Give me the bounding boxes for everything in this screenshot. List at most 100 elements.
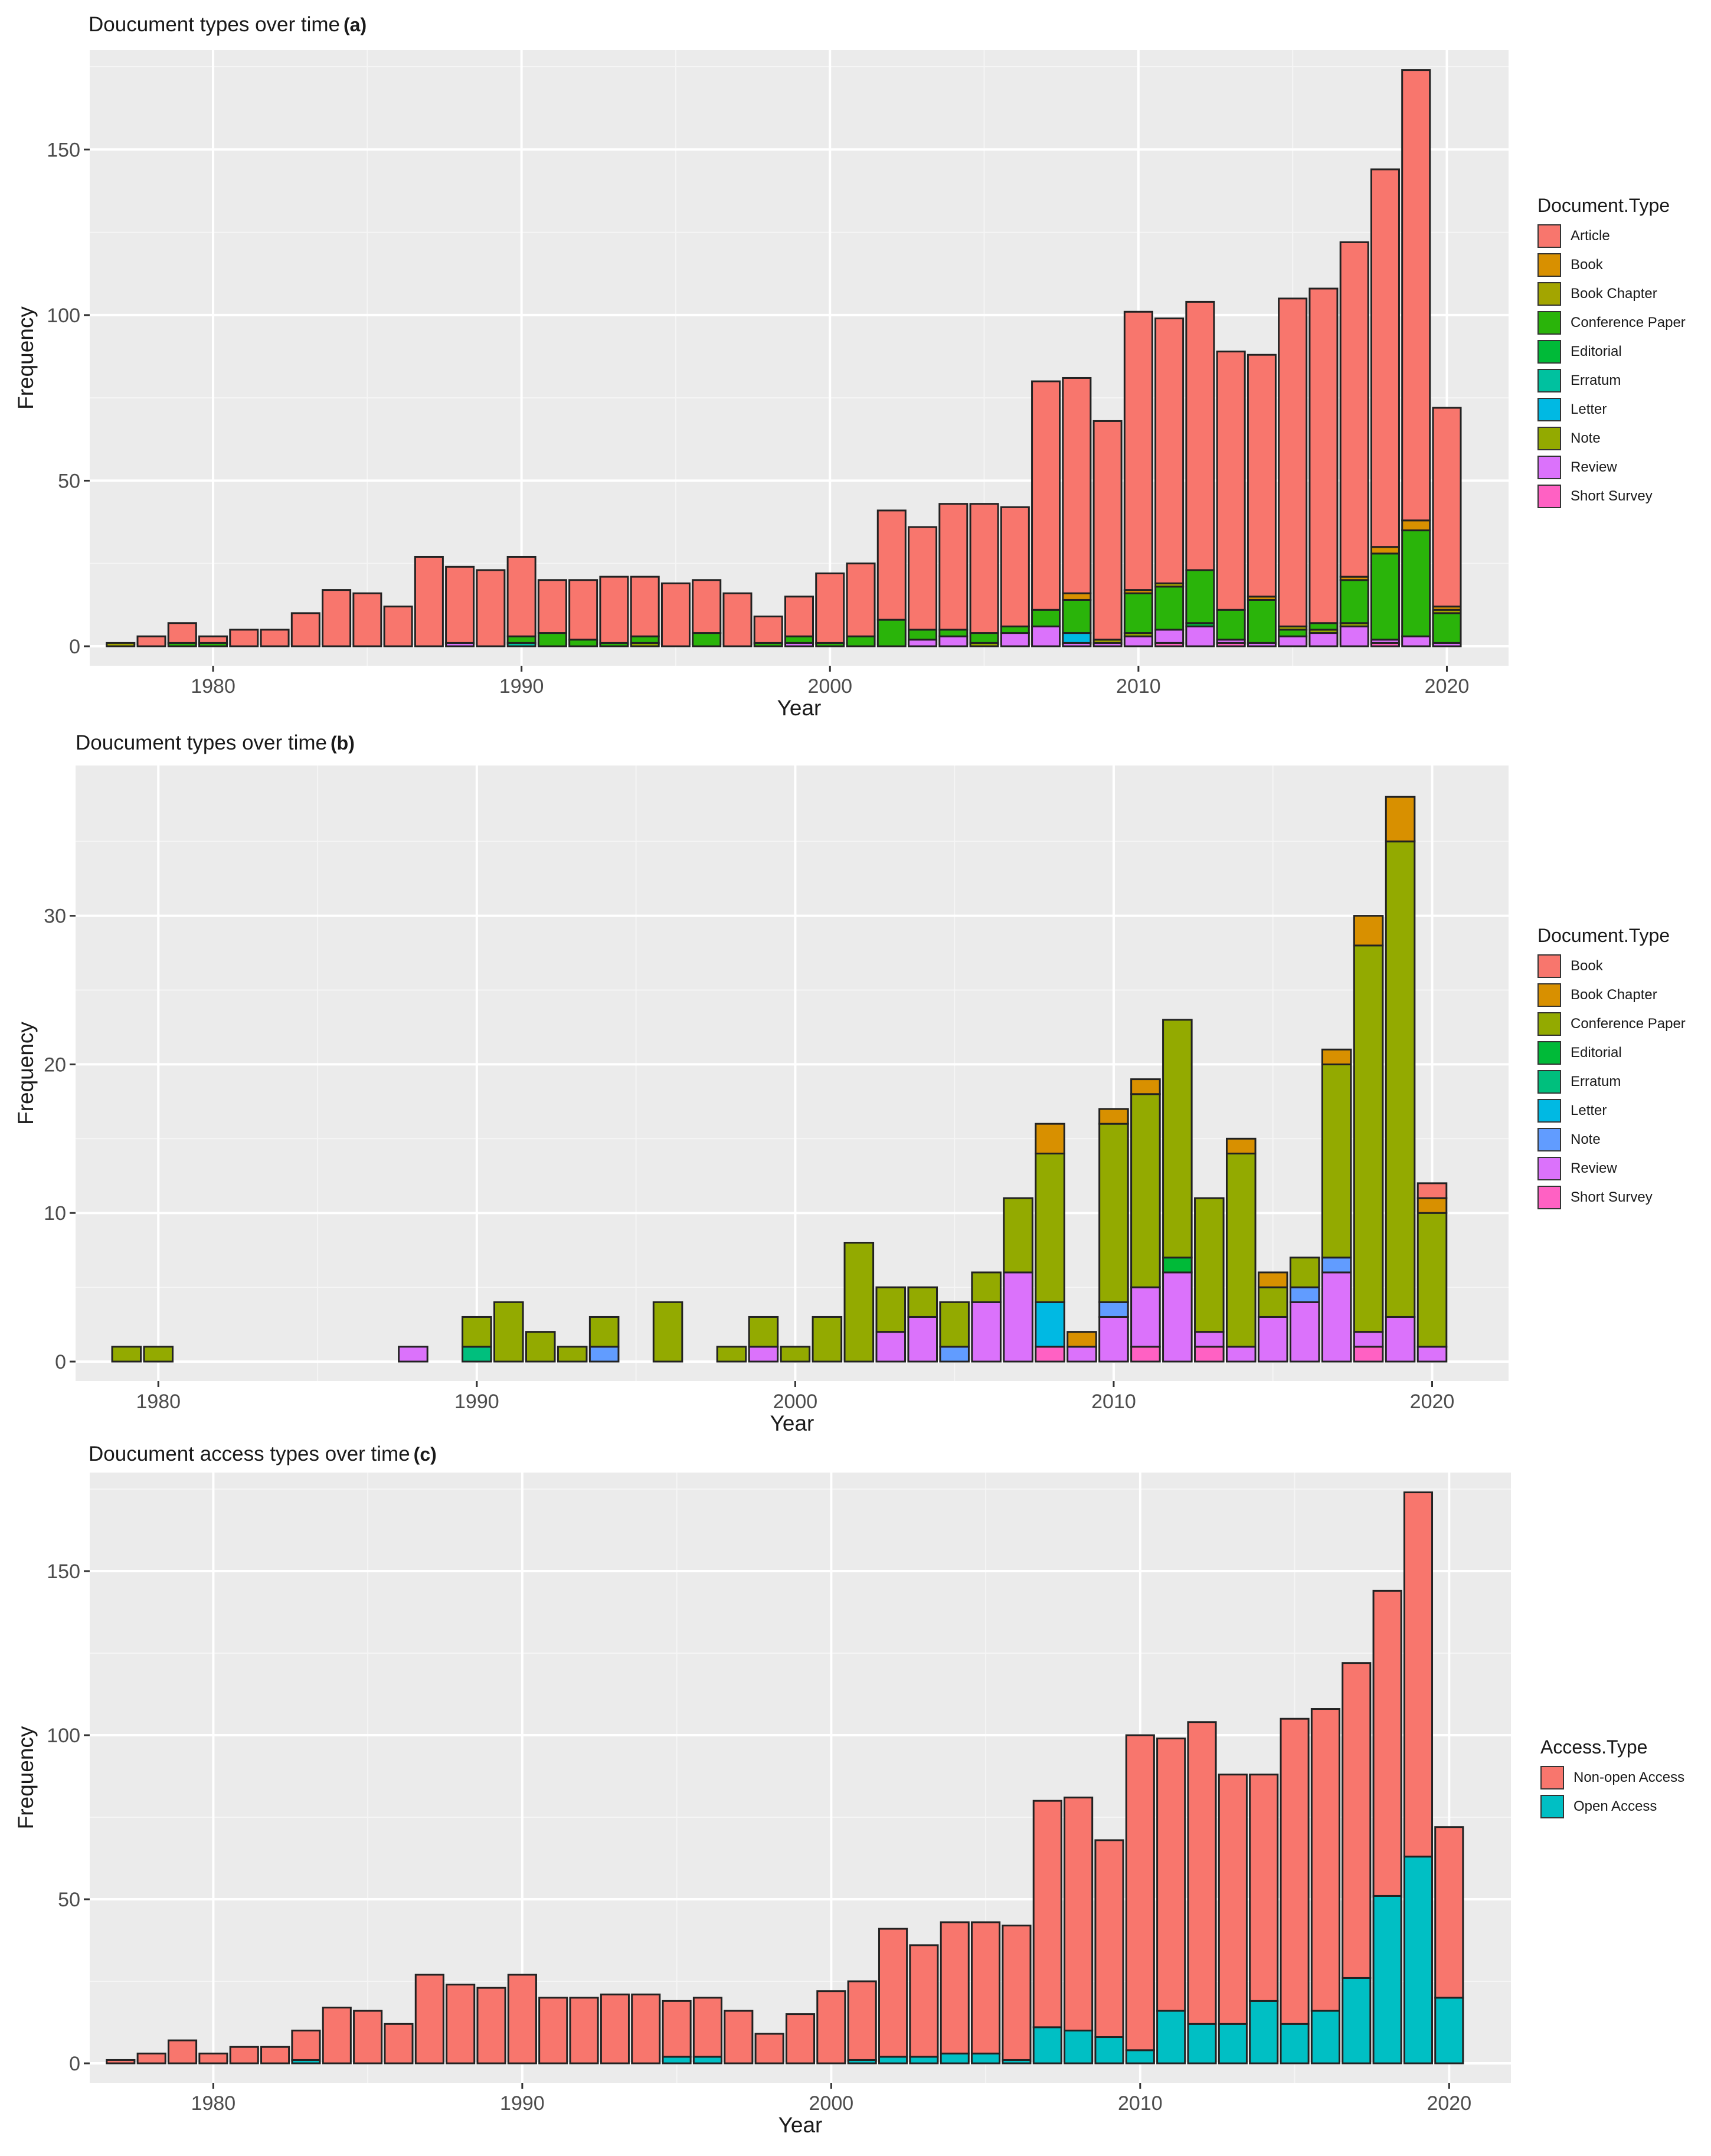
y-tick-label-a: 50 bbox=[58, 470, 80, 492]
bar-a-1991-article bbox=[537, 579, 567, 634]
bar-b-2011-short-survey bbox=[1130, 1346, 1161, 1363]
bar-a-2013-article bbox=[1216, 351, 1246, 611]
legend-item-b-book-chapter: Book Chapter bbox=[1537, 980, 1686, 1009]
bar-b-2011-book-chapter bbox=[1130, 1078, 1161, 1095]
bar-c-2003-open-access bbox=[909, 2056, 939, 2065]
x-tick-label-a: 2010 bbox=[1116, 675, 1161, 698]
bar-a-2000-article bbox=[815, 572, 845, 644]
bar-a-2014-article bbox=[1247, 354, 1277, 598]
x-tick-label-b: 2000 bbox=[773, 1391, 818, 1413]
bar-c-2014-non-open-access bbox=[1249, 1774, 1279, 2002]
bar-a-1981-article bbox=[229, 629, 259, 647]
legend-item-b-note: Note bbox=[1537, 1125, 1686, 1154]
bar-b-2001-conference-paper bbox=[812, 1316, 843, 1363]
y-tick-label-b: 20 bbox=[44, 1054, 66, 1076]
legend-item-c-non-open-access: Non-open Access bbox=[1540, 1763, 1684, 1792]
bar-b-1996-conference-paper bbox=[652, 1301, 683, 1363]
bar-a-1977-book-chapter bbox=[106, 642, 136, 647]
bar-c-2007-non-open-access bbox=[1032, 1800, 1062, 2029]
bar-b-2014-review bbox=[1225, 1346, 1257, 1363]
legend-label-book: Book bbox=[1571, 256, 1603, 273]
bar-b-1990-conference-paper bbox=[462, 1316, 492, 1348]
bar-c-1996-non-open-access bbox=[692, 1997, 723, 2058]
legend-label-review: Review bbox=[1571, 459, 1617, 475]
legend-label-short-survey: Short Survey bbox=[1571, 1189, 1653, 1205]
bar-c-2001-non-open-access bbox=[847, 1980, 877, 2061]
bar-b-1991-conference-paper bbox=[493, 1301, 524, 1363]
bar-c-1982-non-open-access bbox=[260, 2046, 290, 2065]
legend-item-a-note: Note bbox=[1537, 424, 1686, 453]
legend-label-book: Book bbox=[1571, 957, 1603, 974]
bar-a-2008-conference-paper bbox=[1062, 598, 1092, 634]
bar-c-2015-non-open-access bbox=[1280, 1717, 1310, 2025]
legend-swatch-conference-paper bbox=[1537, 1012, 1561, 1036]
legend-swatch-short-survey bbox=[1537, 484, 1561, 508]
bar-b-2007-conference-paper bbox=[1003, 1197, 1033, 1274]
bar-b-2010-book-chapter bbox=[1098, 1108, 1129, 1125]
x-tick-label-c: 2020 bbox=[1427, 2092, 1471, 2115]
bar-b-2003-conference-paper bbox=[875, 1286, 907, 1333]
bar-chart-c: 0 50 100 150 1980 1990 2000 2010 2020 Year Frequen… bbox=[14, 1473, 1511, 2137]
bar-a-1992-article bbox=[568, 579, 598, 641]
legend-swatch-note bbox=[1537, 1127, 1561, 1151]
bar-a-2019-conference-paper bbox=[1401, 529, 1431, 637]
bar-c-1984-non-open-access bbox=[322, 2006, 352, 2065]
bar-b-2000-conference-paper bbox=[780, 1346, 811, 1363]
bar-c-2019-open-access bbox=[1403, 1856, 1434, 2065]
bar-c-1988-non-open-access bbox=[446, 1984, 476, 2065]
legend-item-b-conference-paper: Conference Paper bbox=[1537, 1009, 1686, 1038]
legend-label-letter: Letter bbox=[1571, 1102, 1607, 1118]
legend-label-article: Article bbox=[1571, 227, 1610, 244]
bar-b-2014-conference-paper bbox=[1225, 1152, 1257, 1348]
legend-label-open-access: Open Access bbox=[1573, 1798, 1657, 1814]
bar-a-2003-conference-paper bbox=[908, 629, 938, 641]
bar-b-2017-conference-paper bbox=[1321, 1063, 1352, 1259]
x-tick-label-b: 1980 bbox=[136, 1391, 181, 1413]
bar-a-1999-conference-paper bbox=[784, 635, 814, 644]
panel-tag-a: (a) bbox=[343, 14, 367, 35]
bar-a-2011-conference-paper bbox=[1154, 585, 1185, 631]
legend-swatch-book-chapter bbox=[1537, 282, 1561, 306]
bar-a-2019-article bbox=[1401, 69, 1431, 522]
legend-items-b: Book Book Chapter Conference Paper Editoria… bbox=[1537, 951, 1686, 1212]
bar-b-1998-conference-paper bbox=[716, 1346, 747, 1363]
bar-c-1979-non-open-access bbox=[167, 2039, 198, 2065]
x-tick-label-c: 1990 bbox=[500, 2092, 545, 2115]
bar-b-2012-conference-paper bbox=[1162, 1019, 1193, 1259]
bar-c-1991-non-open-access bbox=[538, 1997, 568, 2065]
y-axis-label-c: Frequency bbox=[14, 1726, 38, 1829]
bar-a-2016-conference-paper bbox=[1308, 622, 1339, 631]
bar-c-2020-non-open-access bbox=[1434, 1826, 1464, 1999]
bar-c-2015-open-access bbox=[1280, 2023, 1310, 2065]
legend-swatch-review bbox=[1537, 455, 1561, 479]
bar-b-2016-note bbox=[1289, 1286, 1320, 1303]
bar-b-2011-conference-paper bbox=[1130, 1093, 1161, 1288]
bar-b-2018-book-chapter bbox=[1353, 915, 1384, 947]
y-tick-label-a: 100 bbox=[47, 305, 80, 327]
bar-b-2006-conference-paper bbox=[971, 1271, 1002, 1303]
bar-a-2019-book bbox=[1401, 519, 1431, 532]
bar-a-2017-conference-paper bbox=[1339, 579, 1369, 624]
bar-b-1993-conference-paper bbox=[557, 1346, 588, 1363]
bar-a-2008-article bbox=[1062, 377, 1092, 594]
bar-b-2015-conference-paper bbox=[1257, 1286, 1288, 1318]
bar-b-2010-conference-paper bbox=[1098, 1123, 1129, 1303]
bar-a-1994-article bbox=[630, 575, 660, 637]
bar-c-2007-open-access bbox=[1032, 2026, 1062, 2065]
bar-a-2016-article bbox=[1308, 287, 1339, 624]
bar-c-2010-open-access bbox=[1125, 2049, 1155, 2065]
bar-a-2014-conference-paper bbox=[1247, 598, 1277, 644]
bar-a-1997-article bbox=[722, 592, 753, 647]
bar-a-2002-article bbox=[876, 509, 907, 621]
bar-a-2007-conference-paper bbox=[1031, 608, 1061, 627]
legend-label-conference-paper: Conference Paper bbox=[1571, 1015, 1686, 1032]
bar-a-2015-article bbox=[1278, 297, 1308, 627]
bar-b-2007-review bbox=[1003, 1271, 1033, 1363]
legend-swatch-open-access bbox=[1540, 1794, 1564, 1818]
bar-a-2017-article bbox=[1339, 241, 1369, 578]
bar-a-2010-conference-paper bbox=[1123, 592, 1153, 634]
legend-swatch-erratum bbox=[1537, 368, 1561, 392]
bar-b-2015-review bbox=[1257, 1316, 1288, 1363]
bar-c-2011-non-open-access bbox=[1156, 1738, 1186, 2012]
bar-a-2012-conference-paper bbox=[1185, 569, 1215, 624]
